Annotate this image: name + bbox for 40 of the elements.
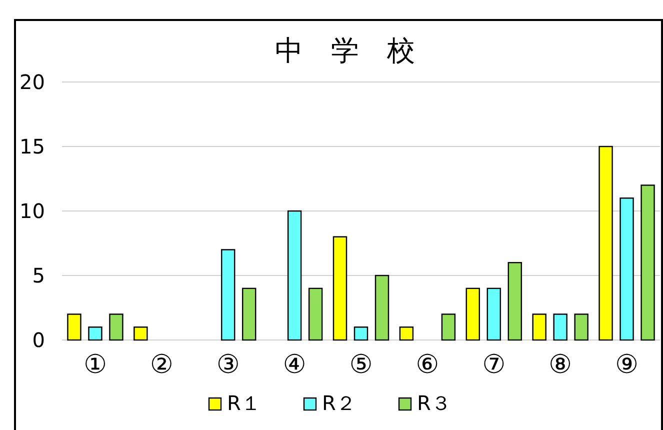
x-tick-label: ② — [150, 350, 174, 380]
bar — [374, 274, 390, 341]
bar — [640, 184, 655, 341]
x-tick-label: ⑨ — [615, 350, 638, 380]
bar — [221, 249, 236, 341]
x-tick-label: ⑧ — [548, 350, 572, 380]
bar — [598, 146, 613, 341]
legend-label: R３ — [417, 391, 451, 415]
bar — [134, 326, 148, 341]
bar — [109, 314, 124, 341]
bar — [308, 288, 323, 341]
chart-title: 中 学 校 — [275, 34, 415, 67]
bar — [574, 314, 588, 341]
bar — [354, 326, 368, 341]
x-tick-label: ① — [84, 350, 107, 380]
y-tick-label: 15 — [20, 134, 45, 158]
bar — [441, 314, 456, 341]
x-tick-label: ③ — [216, 350, 240, 380]
bar — [532, 314, 546, 341]
y-tick-label: 5 — [32, 264, 45, 288]
legend-label: R１ — [227, 391, 261, 415]
bar — [242, 288, 256, 341]
bar — [88, 326, 102, 341]
legend-label: R２ — [322, 391, 356, 415]
bar — [620, 198, 634, 341]
y-tick-label: 10 — [20, 199, 45, 223]
bar — [486, 288, 501, 341]
bar — [466, 288, 480, 341]
bar — [508, 262, 522, 341]
bar — [553, 314, 568, 341]
y-tick-label: 20 — [20, 70, 45, 94]
bar — [287, 210, 302, 341]
x-tick-label: ⑥ — [416, 350, 440, 380]
bar — [67, 314, 82, 341]
x-tick-label: ⑦ — [482, 350, 506, 380]
bar — [399, 326, 414, 341]
bar — [332, 236, 348, 341]
x-tick-label: ⑤ — [349, 350, 373, 380]
x-tick-label: ④ — [282, 350, 306, 380]
y-tick-label: 0 — [32, 328, 45, 352]
